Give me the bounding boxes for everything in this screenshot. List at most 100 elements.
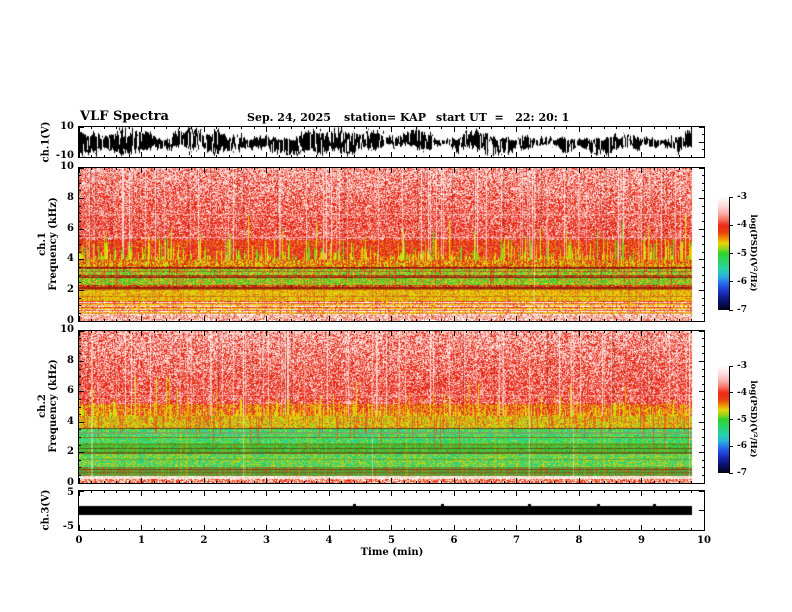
tick-mark	[216, 331, 217, 333]
tick-mark	[703, 127, 705, 132]
tick-mark	[79, 282, 81, 284]
y-tick-label: 4	[67, 253, 74, 265]
tick-mark	[79, 205, 81, 207]
colorbar-tick-label: -6	[737, 276, 747, 287]
ch2-frequency-axis-label: ch.2 Frequency (kHz)	[37, 359, 59, 452]
tick-mark	[616, 331, 617, 333]
tick-mark	[316, 155, 317, 157]
tick-mark	[79, 141, 84, 143]
tick-mark	[153, 491, 155, 493]
tick-mark	[428, 481, 430, 483]
tick-mark	[178, 168, 180, 170]
tick-mark	[702, 467, 704, 469]
tick-mark	[491, 127, 492, 129]
tick-mark	[603, 155, 605, 157]
tick-mark	[528, 155, 530, 157]
tick-mark	[178, 127, 180, 129]
tick-mark	[178, 331, 180, 333]
tick-mark	[216, 319, 217, 321]
tick-mark	[641, 152, 642, 157]
tick-mark	[641, 168, 642, 173]
tick-mark	[565, 155, 567, 157]
tick-mark	[166, 528, 167, 530]
tick-mark	[466, 331, 467, 333]
tick-mark	[79, 353, 81, 355]
tick-mark	[541, 319, 542, 321]
tick-mark	[503, 155, 505, 157]
tick-mark	[403, 155, 405, 157]
colorbar-tick-label: -3	[737, 192, 747, 202]
tick-mark	[702, 213, 704, 215]
tick-mark	[478, 127, 480, 129]
tick-mark	[565, 168, 567, 170]
tick-mark	[191, 127, 192, 129]
tick-mark	[516, 525, 517, 530]
tick-mark	[191, 528, 192, 530]
tick-mark	[541, 528, 542, 530]
tick-mark	[378, 331, 380, 333]
tick-mark	[628, 319, 630, 321]
tick-mark	[616, 481, 617, 483]
tick-mark	[528, 528, 530, 530]
tick-mark	[241, 481, 242, 483]
tick-mark	[391, 316, 392, 321]
tick-mark	[403, 168, 405, 170]
colorbar-ch1-unit-label: log(PSD)(V²/Hz)	[748, 214, 758, 292]
tick-mark	[653, 491, 655, 493]
tick-mark	[428, 168, 430, 170]
ch2-spectrogram-panel	[78, 330, 705, 484]
tick-mark	[516, 491, 517, 496]
tick-mark	[79, 126, 84, 128]
tick-mark	[291, 528, 292, 530]
tick-mark	[478, 331, 480, 333]
tick-mark	[78, 127, 80, 132]
tick-mark	[366, 481, 367, 483]
tick-mark	[116, 481, 117, 483]
tick-mark	[79, 482, 84, 484]
tick-mark	[79, 376, 81, 378]
tick-mark	[79, 213, 81, 215]
tick-mark	[266, 168, 267, 173]
tick-mark	[79, 490, 84, 492]
tick-mark	[141, 525, 142, 530]
tick-mark	[628, 127, 630, 129]
tick-mark	[353, 319, 355, 321]
tick-mark	[266, 152, 267, 157]
tick-mark	[702, 406, 704, 408]
date-label: Sep. 24, 2025	[247, 111, 331, 124]
tick-mark	[216, 127, 217, 129]
tick-mark	[699, 391, 704, 393]
tick-mark	[578, 478, 580, 483]
tick-mark	[641, 316, 642, 321]
tick-mark	[266, 525, 267, 530]
colorbar-tick-label: -4	[737, 220, 747, 231]
tick-mark	[216, 528, 217, 530]
y-tick-label: 4	[67, 415, 74, 427]
x-tick-label: 9	[638, 535, 645, 546]
tick-mark	[378, 155, 380, 157]
tick-mark	[653, 155, 655, 157]
tick-mark	[178, 481, 180, 483]
colorbar-ch2-unit-label: log(PSD)(V²/Hz)	[748, 380, 758, 458]
tick-mark	[153, 168, 155, 170]
tick-mark	[79, 266, 81, 268]
tick-mark	[699, 198, 704, 200]
tick-mark	[103, 481, 105, 483]
tick-mark	[79, 182, 81, 184]
ch2-axis-label-line1: ch.2	[37, 394, 48, 418]
tick-mark	[553, 155, 555, 157]
tick-mark	[678, 331, 680, 333]
tick-mark	[478, 155, 480, 157]
tick-mark	[353, 491, 355, 493]
tick-mark	[141, 491, 142, 496]
tick-mark	[553, 491, 555, 493]
tick-mark	[403, 528, 405, 530]
tick-mark	[79, 259, 84, 261]
tick-mark	[678, 168, 680, 170]
tick-mark	[166, 481, 167, 483]
tick-mark	[316, 528, 317, 530]
tick-mark	[516, 127, 517, 132]
tick-mark	[191, 331, 192, 333]
y-tick-label: 10	[60, 121, 74, 132]
tick-mark	[79, 436, 81, 438]
